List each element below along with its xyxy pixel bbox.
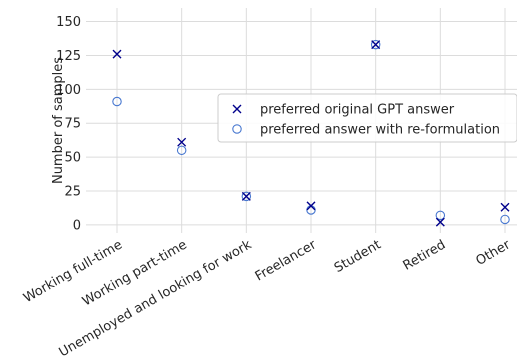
x-tick-label: Student — [332, 237, 384, 276]
x-tick-label: Retired — [401, 237, 449, 273]
y-axis-label: Number of samples — [51, 57, 66, 184]
y-tick-label: 75 — [64, 117, 81, 132]
data-point-reformulation — [500, 214, 510, 225]
data-point-original — [435, 217, 445, 227]
legend-box — [217, 93, 517, 143]
legend-marker-reformulation — [232, 124, 242, 134]
y-tick-label: 150 — [56, 15, 81, 30]
y-tick-label: 0 — [73, 218, 81, 233]
data-point-original — [306, 201, 316, 211]
data-point-reformulation — [370, 39, 381, 50]
x-tick-label: Freelancer — [253, 237, 320, 284]
data-point-reformulation — [241, 191, 252, 202]
data-point-original — [177, 137, 187, 147]
data-point-original — [500, 202, 510, 212]
y-tick-label: 25 — [64, 184, 81, 199]
x-tick-label: Other — [474, 237, 514, 269]
data-point-reformulation — [112, 96, 122, 107]
legend-marker-original — [232, 104, 242, 114]
data-point-reformulation — [176, 145, 187, 156]
y-tick-label: 125 — [56, 49, 81, 64]
x-tick-label: Working part-time — [80, 237, 190, 309]
data-point-original — [241, 191, 251, 201]
data-point-original — [112, 49, 122, 59]
y-tick-label: 50 — [64, 151, 81, 166]
data-point-reformulation — [435, 210, 446, 221]
y-tick-label: 100 — [56, 83, 81, 98]
legend-label-reformulation: preferred answer with re-formulation — [260, 123, 500, 138]
data-point-original — [371, 40, 381, 50]
legend-label-original: preferred original GPT answer — [260, 103, 455, 118]
